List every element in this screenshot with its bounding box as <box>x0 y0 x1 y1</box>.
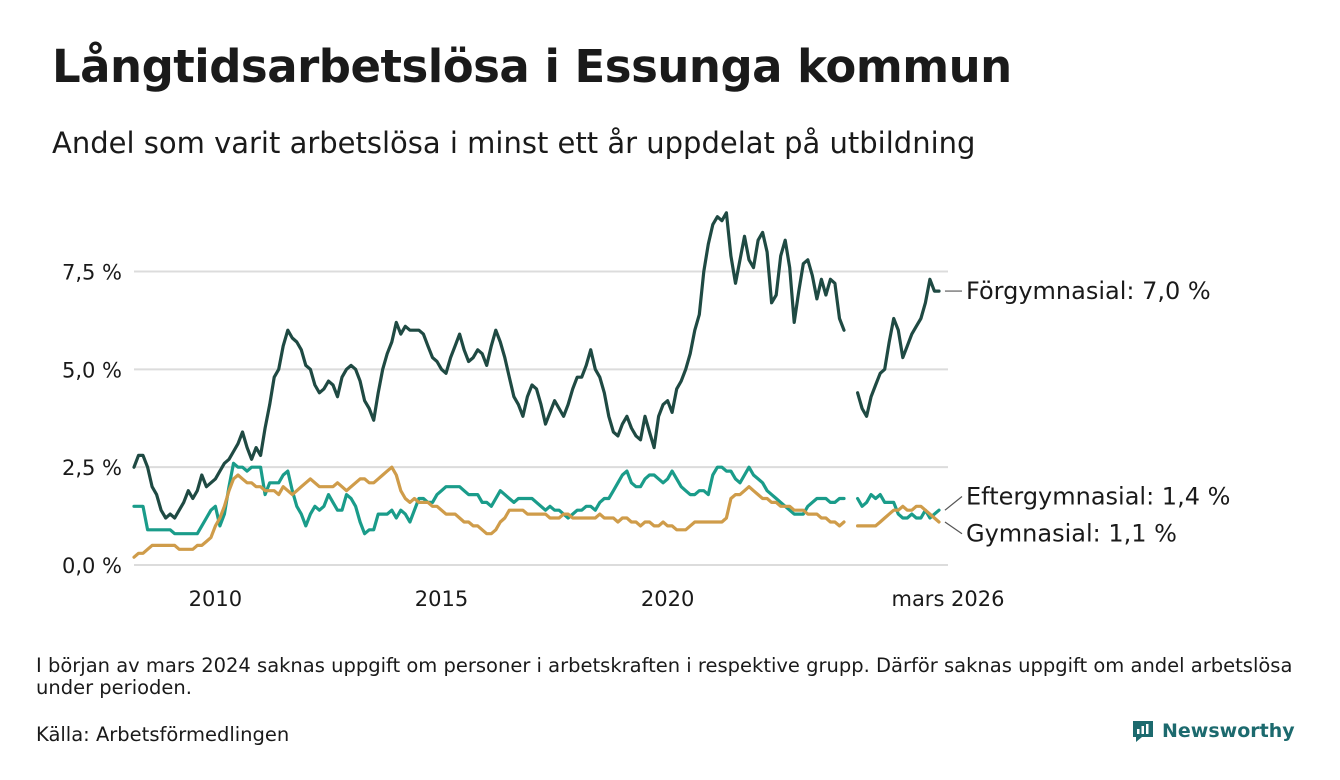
gridlines <box>134 270 948 566</box>
y-tick-label: 7,5 % <box>62 261 122 285</box>
label-leader-line <box>944 521 963 535</box>
x-tick-label: 2010 <box>189 587 242 611</box>
x-tick-label: 2020 <box>641 587 694 611</box>
brand-logo: Newsworthy <box>1130 718 1295 744</box>
chart-title: Långtidsarbetslösa i Essunga kommun <box>52 40 1012 93</box>
y-tick-label: 0,0 % <box>62 554 122 578</box>
chart-subtitle: Andel som varit arbetslösa i minst ett å… <box>52 126 976 160</box>
label-leader-line <box>944 496 963 511</box>
x-axis-ticks: 2010 2015 2020 mars 2026 <box>189 587 1005 611</box>
series-line-gymnasial <box>856 504 941 528</box>
source-text: Källa: Arbetsförmedlingen <box>36 723 290 746</box>
series-end-label-gymnasial: Gymnasial: 1,1 % <box>966 520 1177 548</box>
y-tick-label: 5,0 % <box>62 358 122 382</box>
series-line-eftergymnasial <box>856 493 941 520</box>
series-line-eftergymnasial <box>132 461 846 536</box>
series-end-label-forgymnasial: Förgymnasial: 7,0 % <box>966 277 1211 305</box>
x-tick-label: mars 2026 <box>891 587 1004 611</box>
series-line-forgymnasial <box>132 211 846 520</box>
y-axis-ticks: 0,0 % 2,5 % 5,0 % 7,5 % <box>62 261 122 578</box>
brand-name: Newsworthy <box>1162 720 1295 742</box>
y-tick-label: 2,5 % <box>62 456 122 480</box>
footnote: I början av mars 2024 saknas uppgift om … <box>36 654 1293 699</box>
series-lines <box>132 211 941 559</box>
series-end-label-eftergymnasial: Eftergymnasial: 1,4 % <box>966 483 1230 511</box>
line-chart: 0,0 % 2,5 % 5,0 % 7,5 % 2010 2015 2020 mars 20… <box>62 211 1230 611</box>
series-end-labels: Förgymnasial: 7,0 % Eftergymnasial: 1,4 %… <box>944 277 1230 548</box>
newsworthy-logo-icon <box>1133 721 1153 742</box>
series-line-gymnasial <box>132 465 846 559</box>
x-tick-label: 2015 <box>415 587 468 611</box>
series-line-forgymnasial <box>856 277 941 418</box>
